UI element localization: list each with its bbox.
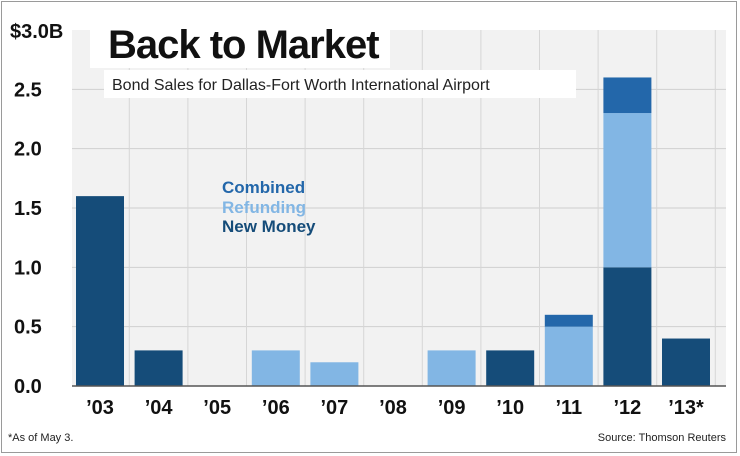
x-tick-label: ’03 [86,397,114,419]
x-tick-label: ’10 [496,397,524,419]
bar-combined [603,77,652,114]
bar-new-money [486,350,535,386]
bar-refunding [603,113,652,268]
title-backdrop [90,18,390,68]
bar-new-money [134,350,183,386]
y-tick-label: 2.5 [14,79,42,101]
bar-combined [544,314,593,327]
x-tick-label: ’11 [555,397,582,419]
bars [72,77,726,387]
chart-title: Back to Market [108,23,379,67]
bar-refunding [427,350,476,386]
y-tick-label: 1.0 [14,257,42,279]
legend-new-money: New Money [222,217,316,236]
x-tick-label: ’07 [320,397,348,419]
legend-combined: Combined [222,178,305,197]
x-axis-ticks: ’03 ’04 ’05 ’06 ’07 ’08 ’09 ’10 ’11 ’12 ’13* [86,397,704,419]
y-axis-ticks: 0.0 0.5 1.0 1.5 2.0 2.5 [14,79,42,398]
legend-refunding: Refunding [222,198,306,217]
bar-new-money [76,196,124,386]
bar-refunding [251,350,300,386]
x-tick-label: ’05 [203,397,231,419]
y-axis-top-label: $3.0B [10,21,63,43]
bar-refunding [544,326,593,386]
x-tick-label: ’08 [379,397,407,419]
source-note: Source: Thomson Reuters [598,432,727,444]
x-tick-label: ’04 [145,397,174,419]
footnote: *As of May 3. [8,432,73,444]
x-tick-label: ’13* [668,397,704,419]
subtitle-backdrop [104,70,576,98]
y-tick-label: 2.0 [14,139,42,161]
bar-new-money [662,338,710,386]
x-tick-label: ’12 [613,397,641,419]
chart-subtitle: Bond Sales for Dallas-Fort Worth Interna… [112,77,490,94]
y-tick-label: 0.5 [14,317,42,339]
x-tick-label: ’09 [438,397,466,419]
y-tick-label: 0.0 [14,376,42,398]
x-tick-label: ’06 [262,397,290,419]
bar-new-money [603,267,652,386]
bar-refunding [310,362,359,386]
y-tick-label: 1.5 [14,198,42,220]
